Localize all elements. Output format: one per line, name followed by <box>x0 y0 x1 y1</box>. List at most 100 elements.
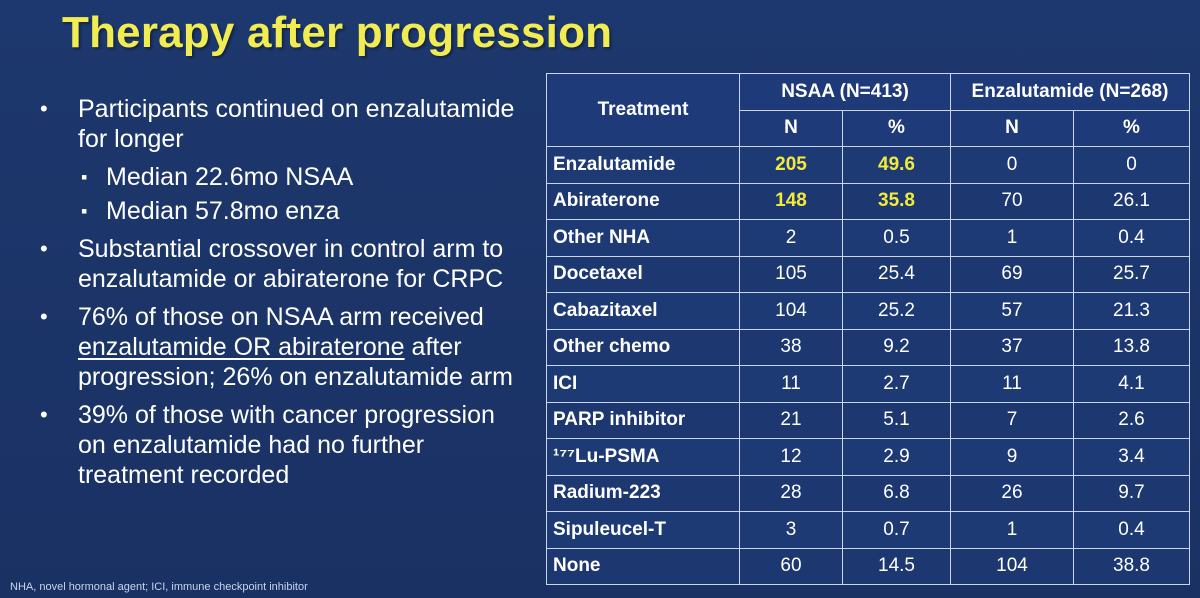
treatment-cell: PARP inhibitor <box>546 401 740 439</box>
header-enzalutamide: Enzalutamide (N=268) <box>950 73 1190 111</box>
bullet-list: • Participants continued on enzalutamide… <box>38 94 528 498</box>
enzalutamide-pct-cell: 4.1 <box>1073 365 1190 403</box>
header-n: N <box>739 109 843 147</box>
treatment-cell: ¹⁷⁷Lu-PSMA <box>546 438 740 476</box>
table-row: Sipuleucel-T 3 0.7 1 0.4 <box>546 511 1190 549</box>
bullet-text: 39% of those with cancer progression on … <box>78 401 495 489</box>
nsaa-n-cell: 205 <box>739 146 843 184</box>
enzalutamide-n-cell: 104 <box>950 547 1074 585</box>
enzalutamide-pct-cell: 38.8 <box>1073 547 1190 585</box>
bullet-item: • 39% of those with cancer progression o… <box>38 400 528 490</box>
treatment-cell: Enzalutamide <box>546 146 740 184</box>
treatment-cell: Docetaxel <box>546 255 740 293</box>
header-treatment: Treatment <box>546 73 740 147</box>
table-row: ICI 11 2.7 11 4.1 <box>546 365 1190 403</box>
nsaa-n-cell: 60 <box>739 547 843 585</box>
enzalutamide-n-cell: 37 <box>950 328 1074 366</box>
treatment-cell: Sipuleucel-T <box>546 511 740 549</box>
enzalutamide-pct-cell: 0 <box>1073 146 1190 184</box>
nsaa-pct-cell: 2.9 <box>842 438 951 476</box>
nsaa-pct-cell: 9.2 <box>842 328 951 366</box>
treatment-cell: Other chemo <box>546 328 740 366</box>
nsaa-pct-cell: 0.7 <box>842 511 951 549</box>
table-row: ¹⁷⁷Lu-PSMA 12 2.9 9 3.4 <box>546 438 1190 476</box>
bullet-text: Substantial crossover in control arm to … <box>78 235 504 293</box>
enzalutamide-pct-cell: 25.7 <box>1073 255 1190 293</box>
bullet-dot-icon: • <box>40 304 48 329</box>
enzalutamide-n-cell: 9 <box>950 438 1074 476</box>
treatment-cell: Cabazitaxel <box>546 292 740 330</box>
table-row: PARP inhibitor 21 5.1 7 2.6 <box>546 401 1190 439</box>
sub-bullet-dot-icon: ▪ <box>81 167 88 187</box>
header-pct: % <box>1073 109 1190 147</box>
enzalutamide-pct-cell: 21.3 <box>1073 292 1190 330</box>
bullet-item: • 76% of those on NSAA arm received enza… <box>38 302 528 392</box>
treatment-cell: None <box>546 547 740 585</box>
table-subheader-row: N % N % <box>547 109 1190 147</box>
nsaa-n-cell: 148 <box>739 182 843 220</box>
nsaa-pct-cell: 6.8 <box>842 474 951 512</box>
enzalutamide-pct-cell: 9.7 <box>1073 474 1190 512</box>
nsaa-n-cell: 21 <box>739 401 843 439</box>
table-header-row: Treatment NSAA (N=413) Enzalutamide (N=2… <box>546 73 1190 147</box>
footnote: NHA, novel hormonal agent; ICI, immune c… <box>10 581 308 593</box>
header-n: N <box>950 109 1074 147</box>
enzalutamide-n-cell: 0 <box>950 146 1074 184</box>
sub-bullet-text: Median 57.8mo enza <box>106 197 340 225</box>
bullet-underlined-text: enzalutamide OR abiraterone <box>78 333 405 361</box>
enzalutamide-n-cell: 70 <box>950 182 1074 220</box>
enzalutamide-pct-cell: 0.4 <box>1073 511 1190 549</box>
table-body: Enzalutamide 205 49.6 0 0 Abiraterone 148 35.8 7… <box>546 146 1190 585</box>
header-nsaa: NSAA (N=413) <box>739 73 951 111</box>
nsaa-n-cell: 28 <box>739 474 843 512</box>
table-row: None 60 14.5 104 38.8 <box>546 547 1190 585</box>
slide-title: Therapy after progression <box>62 8 613 57</box>
table-row: Enzalutamide 205 49.6 0 0 <box>546 146 1190 184</box>
enzalutamide-pct-cell: 2.6 <box>1073 401 1190 439</box>
nsaa-pct-cell: 25.2 <box>842 292 951 330</box>
bullet-dot-icon: • <box>40 96 48 121</box>
treatment-cell: ICI <box>546 365 740 403</box>
treatment-cell: Other NHA <box>546 219 740 257</box>
nsaa-pct-cell: 35.8 <box>842 182 951 220</box>
header-pct: % <box>842 109 951 147</box>
sub-bullet-item: ▪ Median 22.6mo NSAA <box>38 162 528 192</box>
nsaa-pct-cell: 49.6 <box>842 146 951 184</box>
table-row: Cabazitaxel 104 25.2 57 21.3 <box>546 292 1190 330</box>
treatment-cell: Radium-223 <box>546 474 740 512</box>
sub-bullet-dot-icon: ▪ <box>81 201 88 221</box>
bullet-text-post: after progression; 26% on enzalutamide a… <box>78 333 513 391</box>
enzalutamide-n-cell: 26 <box>950 474 1074 512</box>
sub-bullet-item: ▪ Median 57.8mo enza <box>38 196 528 226</box>
bullet-text-pre: 76% of those on NSAA arm received <box>78 303 484 331</box>
nsaa-n-cell: 2 <box>739 219 843 257</box>
nsaa-n-cell: 38 <box>739 328 843 366</box>
enzalutamide-pct-cell: 0.4 <box>1073 219 1190 257</box>
treatment-cell: Abiraterone <box>546 182 740 220</box>
nsaa-n-cell: 3 <box>739 511 843 549</box>
enzalutamide-n-cell: 1 <box>950 219 1074 257</box>
bullet-dot-icon: • <box>40 402 48 427</box>
nsaa-pct-cell: 14.5 <box>842 547 951 585</box>
sub-bullet-text: Median 22.6mo NSAA <box>106 163 354 191</box>
table-row: Other chemo 38 9.2 37 13.8 <box>546 328 1190 366</box>
bullet-dot-icon: • <box>40 236 48 261</box>
nsaa-n-cell: 11 <box>739 365 843 403</box>
nsaa-pct-cell: 2.7 <box>842 365 951 403</box>
table-row: Docetaxel 105 25.4 69 25.7 <box>546 255 1190 293</box>
enzalutamide-pct-cell: 13.8 <box>1073 328 1190 366</box>
table-row: Abiraterone 148 35.8 70 26.1 <box>546 182 1190 220</box>
bullet-item: • Participants continued on enzalutamide… <box>38 94 528 154</box>
nsaa-pct-cell: 5.1 <box>842 401 951 439</box>
table-row: Radium-223 28 6.8 26 9.7 <box>546 474 1190 512</box>
enzalutamide-pct-cell: 26.1 <box>1073 182 1190 220</box>
table-row: Other NHA 2 0.5 1 0.4 <box>546 219 1190 257</box>
enzalutamide-n-cell: 69 <box>950 255 1074 293</box>
nsaa-n-cell: 105 <box>739 255 843 293</box>
nsaa-n-cell: 12 <box>739 438 843 476</box>
bullet-text: Participants continued on enzalutamide f… <box>78 95 515 153</box>
enzalutamide-n-cell: 11 <box>950 365 1074 403</box>
bullet-item: • Substantial crossover in control arm t… <box>38 234 528 294</box>
nsaa-pct-cell: 25.4 <box>842 255 951 293</box>
